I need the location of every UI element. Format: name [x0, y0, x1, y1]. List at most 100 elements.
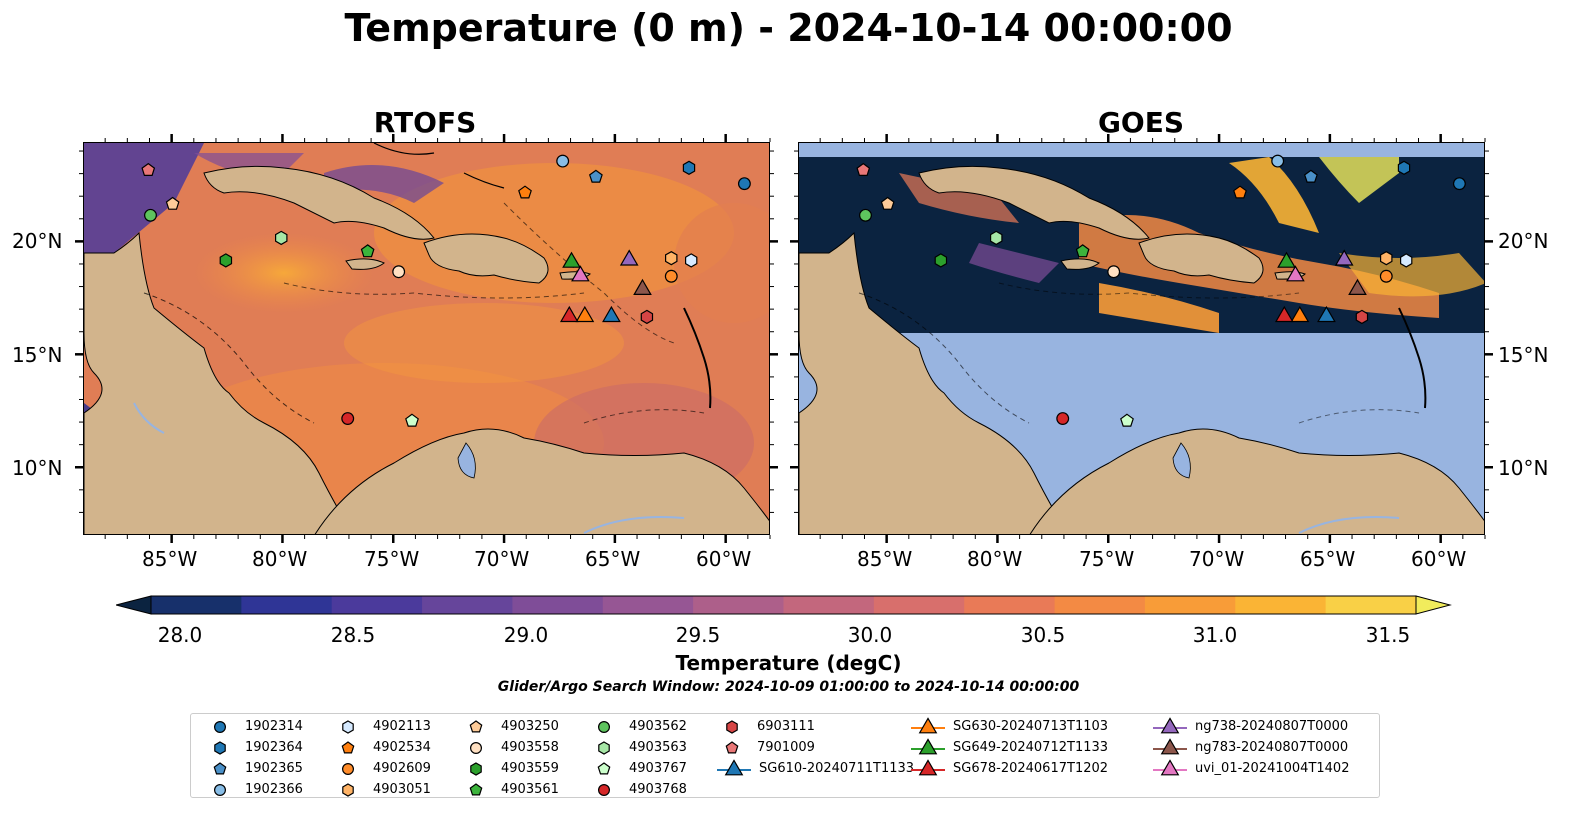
- colorbar-segment: [512, 596, 604, 614]
- lon-label-85-right: 85°W: [857, 547, 913, 571]
- legend-label: SG649-20240712T1133: [953, 740, 1109, 755]
- colorbar: [116, 595, 1452, 615]
- station-marker-SG610-20240711T1133: [602, 305, 621, 323]
- lon-label-75-right: 75°W: [1079, 547, 1135, 571]
- station-marker-4903768: [341, 412, 355, 426]
- rtofs-map-canvas: [84, 143, 769, 534]
- cb-tick-31-5: 31.5: [1365, 623, 1411, 647]
- legend-label: 4902609: [373, 761, 431, 776]
- lat-label-20-left: 20°N: [12, 229, 63, 253]
- cb-tick-28-5: 28.5: [330, 623, 376, 647]
- station-marker-4902534: [1233, 185, 1247, 199]
- station-marker-4902609: [664, 269, 678, 283]
- legend-label: 1902365: [245, 761, 303, 776]
- legend-label: 4902113: [373, 719, 431, 734]
- legend-label: 4903563: [629, 740, 687, 755]
- legend-marker-1902365: [213, 762, 227, 775]
- colorbar-segment: [422, 596, 513, 614]
- station-marker-4903563: [990, 230, 1003, 246]
- lon-label-65-left: 65°W: [585, 547, 641, 571]
- legend-marker-SG649-20240712T1133: [918, 738, 938, 755]
- station-marker-1902364: [682, 160, 696, 175]
- station-marker-4902113: [1399, 253, 1413, 268]
- station-marker-4903250: [165, 196, 180, 210]
- colorbar-segment: [964, 596, 1056, 614]
- station-marker-4903250: [880, 196, 895, 210]
- legend-label: uvi_01-20241004T1402: [1195, 761, 1350, 776]
- station-marker-6903111: [1355, 309, 1369, 325]
- station-marker-4902534: [518, 185, 532, 199]
- lon-label-60-left: 60°W: [696, 547, 752, 571]
- lon-label-60-right: 60°W: [1411, 547, 1467, 571]
- figure-title: Temperature (0 m) - 2024-10-14 00:00:00: [344, 6, 1233, 50]
- colorbar-segment: [151, 596, 242, 614]
- legend-label: 4902534: [373, 740, 431, 755]
- station-marker-4903559: [934, 253, 948, 268]
- station-marker-1902366: [556, 154, 570, 168]
- legend-marker-4903563: [598, 741, 610, 755]
- legend-label: 4903250: [501, 719, 559, 734]
- cb-tick-31-0: 31.0: [1192, 623, 1238, 647]
- station-marker-ng783-20240807T0000: [1348, 278, 1367, 295]
- legend-marker-4903558: [470, 741, 483, 755]
- legend-label: SG630-20240713T1103: [953, 719, 1109, 734]
- colorbar-segment: [1144, 596, 1236, 614]
- station-marker-SG678-20240617T1202: [559, 305, 579, 323]
- colorbar-segment: [1054, 596, 1146, 614]
- legend-label: 4903051: [373, 782, 431, 797]
- legend-marker-1902364: [214, 741, 226, 755]
- lat-label-15-left: 15°N: [12, 343, 63, 367]
- station-marker-7901009: [856, 162, 871, 177]
- legend-label: 1902364: [245, 740, 303, 755]
- lon-label-75-left: 75°W: [364, 547, 420, 571]
- station-marker-1902365: [1303, 169, 1318, 183]
- legend-label: ng783-20240807T0000: [1195, 740, 1349, 755]
- station-marker-1902364: [1397, 160, 1411, 175]
- station-marker-4902609: [1379, 269, 1393, 283]
- lon-label-85-left: 85°W: [142, 547, 198, 571]
- map-rtofs[interactable]: [83, 142, 770, 535]
- station-marker-4903562: [859, 208, 872, 222]
- legend-label: 4903768: [629, 782, 687, 797]
- colorbar-segment: [1325, 596, 1417, 614]
- station-marker-1902366: [1271, 154, 1285, 168]
- goes-map-canvas: [799, 143, 1484, 534]
- cb-tick-28-0: 28.0: [157, 623, 203, 647]
- legend-label: 1902314: [245, 719, 303, 734]
- station-marker-ng783-20240807T0000: [633, 278, 652, 295]
- colorbar-segment: [1235, 596, 1327, 614]
- panel-title-rtofs: RTOFS: [373, 106, 477, 139]
- legend-marker-4903051: [342, 783, 354, 797]
- lat-label-15-right: 15°N: [1498, 343, 1549, 367]
- colorbar-segment: [241, 596, 333, 614]
- legend-marker-SG630-20240713T1103: [918, 717, 938, 734]
- legend-marker-4903767: [597, 762, 611, 775]
- lat-label-20-right: 20°N: [1498, 229, 1549, 253]
- station-marker-4903562: [144, 208, 157, 222]
- station-marker-SG630-20240713T1103: [1290, 305, 1310, 323]
- station-marker-4903558: [392, 265, 406, 279]
- station-marker-1902365: [588, 169, 603, 183]
- station-marker-SG630-20240713T1103: [575, 305, 595, 323]
- legend-label: SG610-20240711T1133: [759, 761, 915, 776]
- legend-label: ng738-20240807T0000: [1195, 719, 1349, 734]
- legend-label: SG678-20240617T1202: [953, 761, 1109, 776]
- station-marker-ng738-20240807T0000: [1334, 249, 1354, 266]
- lon-label-70-right: 70°W: [1189, 547, 1245, 571]
- station-marker-1902314: [1452, 177, 1466, 191]
- markers-rtofs: [141, 154, 751, 427]
- colorbar-segment: [602, 596, 694, 614]
- station-marker-SG649-20240712T1133: [1277, 251, 1296, 268]
- colorbar-border: [150, 595, 1417, 615]
- station-marker-SG610-20240711T1133: [1317, 305, 1336, 323]
- station-marker-4903051: [664, 251, 678, 266]
- lon-label-80-right: 80°W: [967, 547, 1023, 571]
- station-marker-7901009: [141, 162, 156, 177]
- markers-goes: [856, 154, 1466, 427]
- legend-label: 7901009: [757, 740, 815, 755]
- panel-title-goes: GOES: [1097, 106, 1185, 139]
- legend-label: 1902366: [245, 782, 303, 797]
- legend-marker-SG610-20240711T1133: [724, 759, 744, 776]
- station-marker-1902314: [737, 177, 751, 191]
- map-goes[interactable]: [798, 142, 1485, 535]
